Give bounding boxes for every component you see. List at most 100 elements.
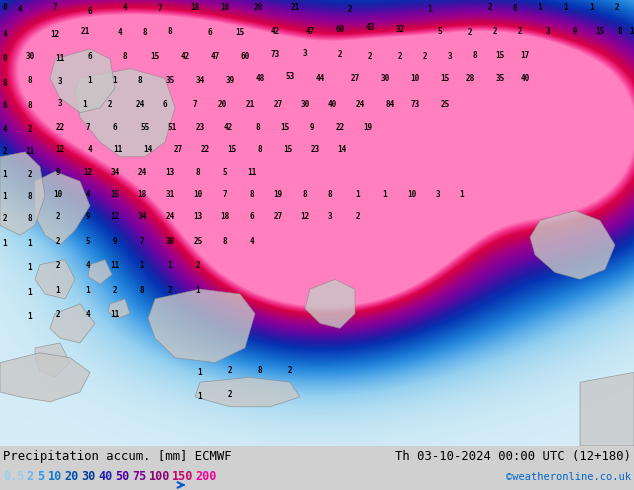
- Text: 12: 12: [301, 212, 309, 221]
- Text: 1: 1: [28, 239, 32, 247]
- Text: 1: 1: [167, 261, 172, 270]
- Text: 200: 200: [195, 470, 216, 484]
- Text: 1: 1: [564, 3, 568, 12]
- Text: 2: 2: [228, 366, 232, 375]
- Text: 47: 47: [210, 52, 219, 61]
- Polygon shape: [75, 69, 175, 157]
- Text: 35: 35: [495, 74, 505, 83]
- Text: 1: 1: [82, 100, 87, 109]
- Polygon shape: [305, 279, 355, 328]
- Text: 12: 12: [110, 212, 120, 221]
- Text: 1: 1: [383, 190, 387, 198]
- Text: 1: 1: [86, 286, 90, 294]
- Text: 27: 27: [173, 146, 183, 154]
- Text: 27: 27: [273, 100, 283, 109]
- Polygon shape: [580, 372, 634, 446]
- Text: 3: 3: [546, 27, 550, 36]
- Text: Th 03-10-2024 00:00 UTC (12+180): Th 03-10-2024 00:00 UTC (12+180): [395, 450, 631, 464]
- Text: 2: 2: [167, 286, 172, 294]
- Text: 23: 23: [195, 123, 205, 132]
- Text: 8: 8: [167, 27, 172, 36]
- Text: 44: 44: [315, 74, 325, 83]
- Text: 4: 4: [3, 125, 8, 134]
- Text: 9: 9: [309, 123, 314, 132]
- Text: 2: 2: [56, 261, 60, 270]
- Text: 8: 8: [28, 76, 32, 85]
- Text: 5: 5: [437, 27, 443, 36]
- Text: 18: 18: [221, 212, 230, 221]
- Text: 4: 4: [18, 5, 22, 14]
- Text: 4: 4: [3, 30, 8, 39]
- Polygon shape: [50, 304, 95, 343]
- Text: 27: 27: [273, 212, 283, 221]
- Text: 50: 50: [115, 470, 129, 484]
- Text: 60: 60: [240, 52, 250, 61]
- Text: 11: 11: [55, 54, 65, 63]
- Text: 8: 8: [3, 79, 8, 88]
- Text: 42: 42: [270, 27, 280, 36]
- Text: 30: 30: [380, 74, 390, 83]
- Text: 23: 23: [311, 146, 320, 154]
- Polygon shape: [88, 260, 112, 284]
- Text: 6: 6: [3, 101, 8, 110]
- Text: 25: 25: [441, 100, 450, 109]
- Text: 11: 11: [110, 310, 120, 319]
- Text: 15: 15: [283, 146, 293, 154]
- Text: 21: 21: [245, 100, 255, 109]
- Text: 100: 100: [149, 470, 171, 484]
- Text: 1: 1: [28, 288, 32, 296]
- Polygon shape: [195, 377, 300, 407]
- Text: 2: 2: [356, 212, 360, 221]
- Text: 32: 32: [396, 25, 404, 34]
- Text: 12: 12: [50, 30, 60, 39]
- Text: 18: 18: [138, 190, 146, 198]
- Text: 2: 2: [3, 214, 8, 223]
- Text: 6: 6: [113, 123, 117, 132]
- Text: 9: 9: [573, 27, 578, 36]
- Text: 4: 4: [118, 28, 122, 37]
- Text: 2: 2: [56, 212, 60, 221]
- Text: 15: 15: [280, 123, 290, 132]
- Text: 43: 43: [365, 23, 375, 32]
- Text: 60: 60: [335, 25, 345, 34]
- Text: 1: 1: [590, 3, 594, 12]
- Text: 2: 2: [228, 391, 232, 399]
- Text: 13: 13: [165, 168, 174, 177]
- Text: 12: 12: [84, 168, 93, 177]
- Text: 51: 51: [167, 123, 177, 132]
- Polygon shape: [148, 289, 255, 363]
- Text: 3: 3: [448, 52, 452, 61]
- Text: 150: 150: [172, 470, 193, 484]
- Text: 2: 2: [56, 237, 60, 245]
- Text: 8: 8: [139, 286, 145, 294]
- Text: 8: 8: [473, 51, 477, 60]
- Text: 12: 12: [55, 146, 65, 154]
- Text: 1: 1: [538, 3, 542, 12]
- Text: 28: 28: [465, 74, 475, 83]
- Text: 1: 1: [460, 190, 464, 198]
- Text: 22: 22: [200, 146, 210, 154]
- Text: 35: 35: [165, 76, 174, 85]
- Text: 1: 1: [428, 5, 432, 14]
- Text: 3: 3: [302, 49, 307, 58]
- Text: 24: 24: [138, 168, 146, 177]
- Text: 15: 15: [110, 190, 120, 198]
- Text: 2: 2: [488, 3, 493, 12]
- Text: 84: 84: [385, 100, 394, 109]
- Text: 8: 8: [123, 52, 127, 61]
- Text: 1: 1: [113, 76, 117, 85]
- Text: 2: 2: [196, 261, 200, 270]
- Text: 1: 1: [56, 286, 60, 294]
- Text: 8: 8: [256, 123, 261, 132]
- Text: 8: 8: [328, 190, 332, 198]
- Text: 6: 6: [208, 28, 212, 37]
- Text: 6: 6: [163, 100, 167, 109]
- Text: 2: 2: [338, 50, 342, 59]
- Text: 34: 34: [110, 168, 120, 177]
- Text: 48: 48: [256, 74, 264, 83]
- Polygon shape: [35, 343, 70, 377]
- Text: 42: 42: [223, 123, 233, 132]
- Text: 1: 1: [196, 286, 200, 294]
- Text: 3: 3: [328, 212, 332, 221]
- Text: 24: 24: [136, 100, 145, 109]
